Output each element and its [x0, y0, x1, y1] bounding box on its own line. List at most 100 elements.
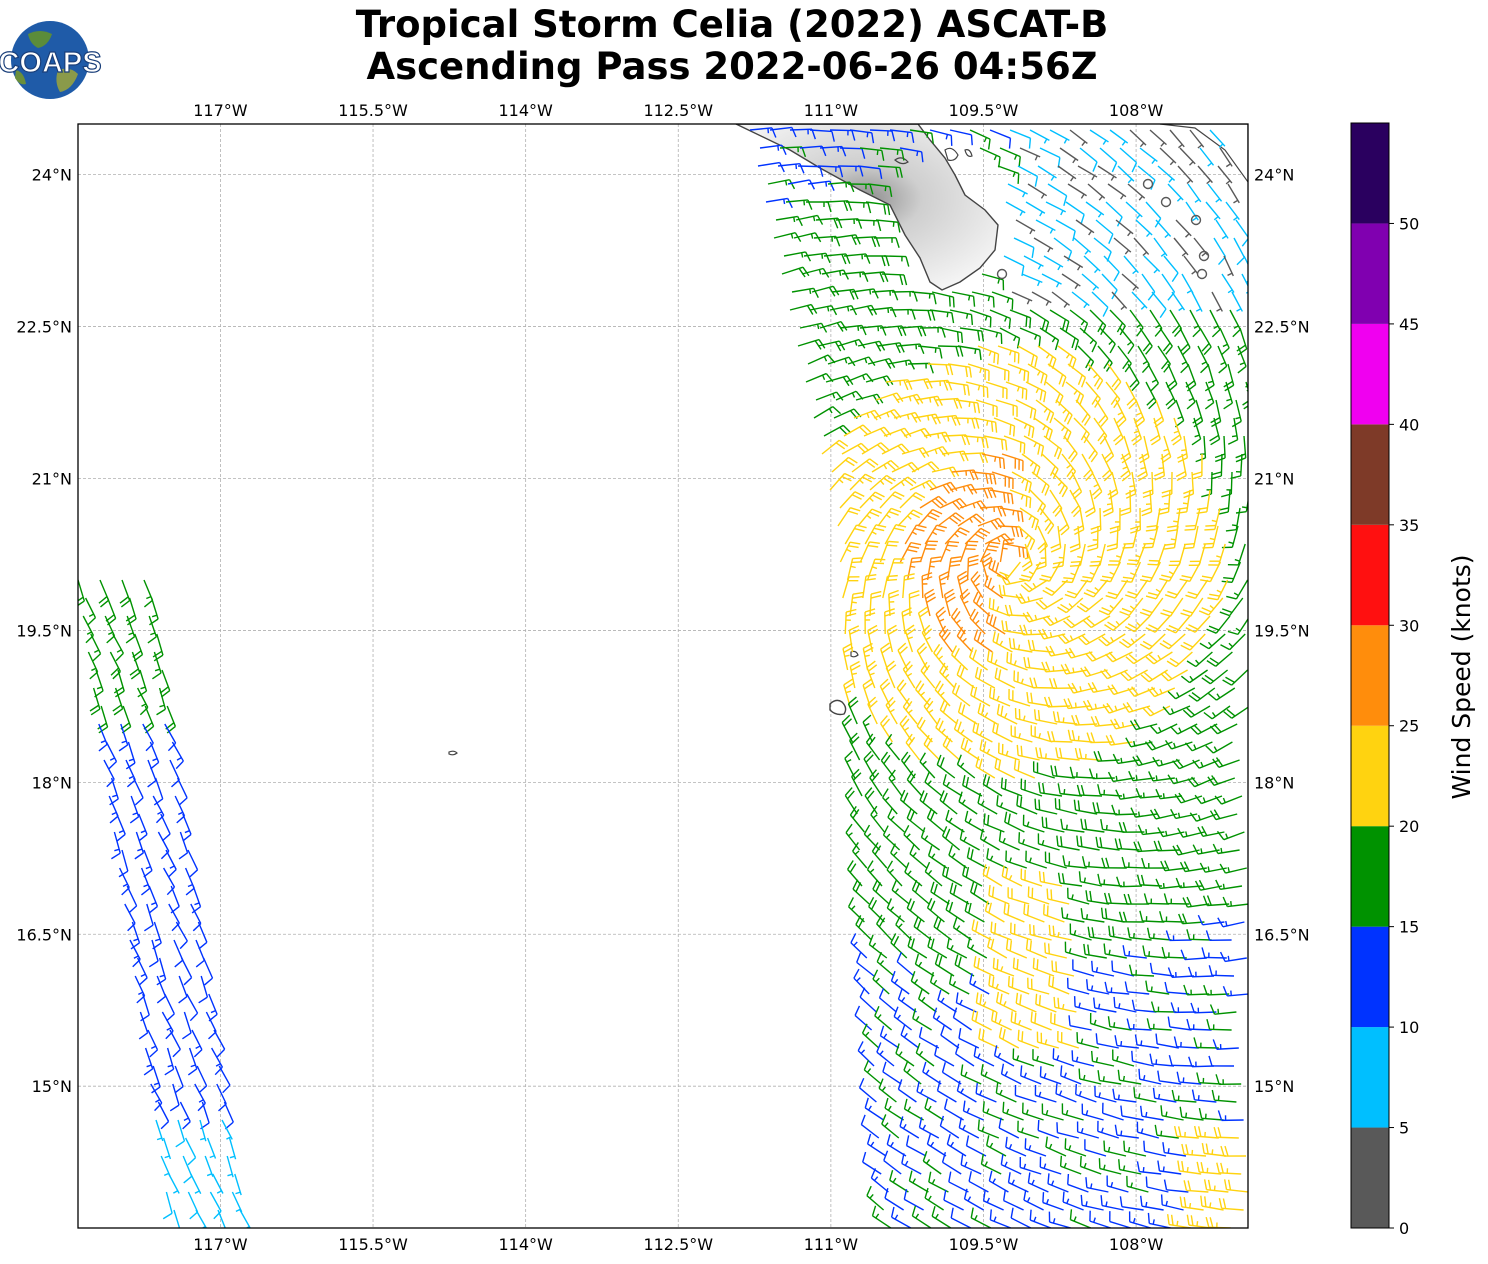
wind-barb	[924, 524, 947, 545]
wind-barb	[1081, 453, 1094, 482]
wind-barb	[1159, 911, 1185, 923]
wind-barb	[1209, 129, 1226, 148]
wind-barb	[1107, 183, 1127, 200]
wind-barb	[1181, 273, 1194, 294]
wind-barb	[87, 651, 99, 680]
wind-barb	[996, 268, 1008, 280]
wind-barb	[1125, 201, 1143, 219]
wind-barb	[858, 1077, 877, 1103]
wind-barb	[1180, 633, 1206, 651]
wind-barb	[1221, 273, 1235, 294]
wind-barb	[1173, 1125, 1199, 1139]
wind-barb	[1107, 363, 1122, 391]
wind-barb	[1236, 327, 1248, 356]
wind-barb	[212, 1173, 224, 1194]
wind-barb	[1139, 561, 1162, 583]
colorbar-tick-label: 25	[1399, 717, 1419, 736]
wind-barb	[866, 660, 878, 689]
wind-barb	[1225, 201, 1240, 221]
wind-barb	[875, 392, 904, 404]
wind-barb	[226, 1155, 234, 1178]
wind-barb	[915, 395, 943, 407]
wind-barb	[1109, 1211, 1132, 1228]
wind-barb	[919, 540, 938, 563]
wind-barb	[1121, 561, 1142, 583]
wind-barb	[1165, 615, 1191, 634]
wind-barb	[906, 556, 923, 581]
wind-barb	[929, 309, 955, 324]
wind-barb	[1227, 543, 1246, 566]
wind-barb	[1117, 165, 1135, 184]
wind-barb	[948, 1171, 969, 1193]
wind-barb	[221, 1119, 233, 1140]
wind-barb	[919, 495, 947, 509]
wind-barb	[1193, 1037, 1219, 1049]
wind-barb	[1107, 684, 1136, 696]
wind-barb	[956, 626, 973, 653]
logo-text: COAPS	[0, 47, 102, 79]
wind-barb	[1149, 1053, 1175, 1067]
wind-barb	[89, 687, 101, 716]
wind-barb	[1125, 651, 1153, 665]
wind-barb	[1154, 453, 1166, 481]
lat-tick-label-left: 15°N	[32, 1077, 72, 1096]
wind-barb	[959, 829, 980, 851]
wind-barb	[187, 1047, 198, 1076]
wind-barb	[1103, 1140, 1127, 1157]
wind-barb	[1167, 687, 1196, 700]
wind-barb	[1118, 911, 1145, 923]
wind-barb	[1074, 747, 1100, 761]
wind-barb	[890, 970, 910, 995]
wind-barb	[988, 1170, 1009, 1193]
wind-barb	[857, 1041, 875, 1067]
wind-barb	[1157, 1070, 1182, 1085]
island-clarion	[448, 750, 458, 756]
wind-barb	[1100, 668, 1128, 680]
wind-barb	[964, 900, 985, 923]
wind-barb	[1058, 507, 1070, 536]
wind-barb	[1227, 183, 1240, 204]
wind-barb	[1132, 755, 1160, 767]
wind-barb	[1199, 633, 1226, 650]
wind-barb	[938, 625, 953, 653]
wind-barb	[147, 1029, 159, 1058]
wind-barb	[1091, 291, 1109, 317]
wind-barb	[1107, 1016, 1132, 1031]
wind-barb	[951, 682, 971, 707]
wind-barb	[1199, 147, 1215, 167]
wind-barb	[920, 661, 936, 689]
wind-barb	[1223, 1179, 1248, 1193]
wind-barb	[1185, 579, 1209, 600]
wind-barb	[974, 666, 996, 689]
wind-barb	[1057, 783, 1083, 797]
wind-barb	[869, 474, 896, 491]
wind-barb	[1043, 696, 1071, 708]
wind-barb	[1189, 723, 1218, 735]
wind-barb	[1155, 788, 1183, 800]
wind-barb	[965, 381, 989, 398]
wind-barb	[1174, 792, 1203, 804]
wind-barb	[847, 696, 859, 725]
wind-barb	[1084, 489, 1096, 518]
wind-barb	[1150, 1001, 1177, 1013]
wind-barb	[1098, 633, 1126, 647]
wind-barb	[998, 830, 1020, 851]
wind-barb	[845, 823, 861, 851]
wind-barb	[1179, 327, 1191, 356]
wind-barb	[144, 903, 154, 932]
wind-barb	[859, 491, 885, 509]
wind-barb	[945, 381, 970, 396]
wind-barb	[886, 860, 903, 887]
wind-barb	[1112, 1049, 1135, 1067]
wind-barb	[1032, 761, 1055, 779]
wind-barb	[1107, 471, 1119, 500]
wind-barb	[1041, 1103, 1064, 1121]
wind-barb	[116, 813, 126, 842]
wind-barb	[1211, 453, 1223, 480]
wind-barb	[1079, 147, 1098, 172]
wind-barb	[1089, 129, 1109, 145]
wind-barb	[160, 813, 171, 842]
wind-barb	[829, 129, 856, 141]
wind-barb	[1119, 327, 1135, 355]
wind-barb	[1073, 996, 1097, 1013]
